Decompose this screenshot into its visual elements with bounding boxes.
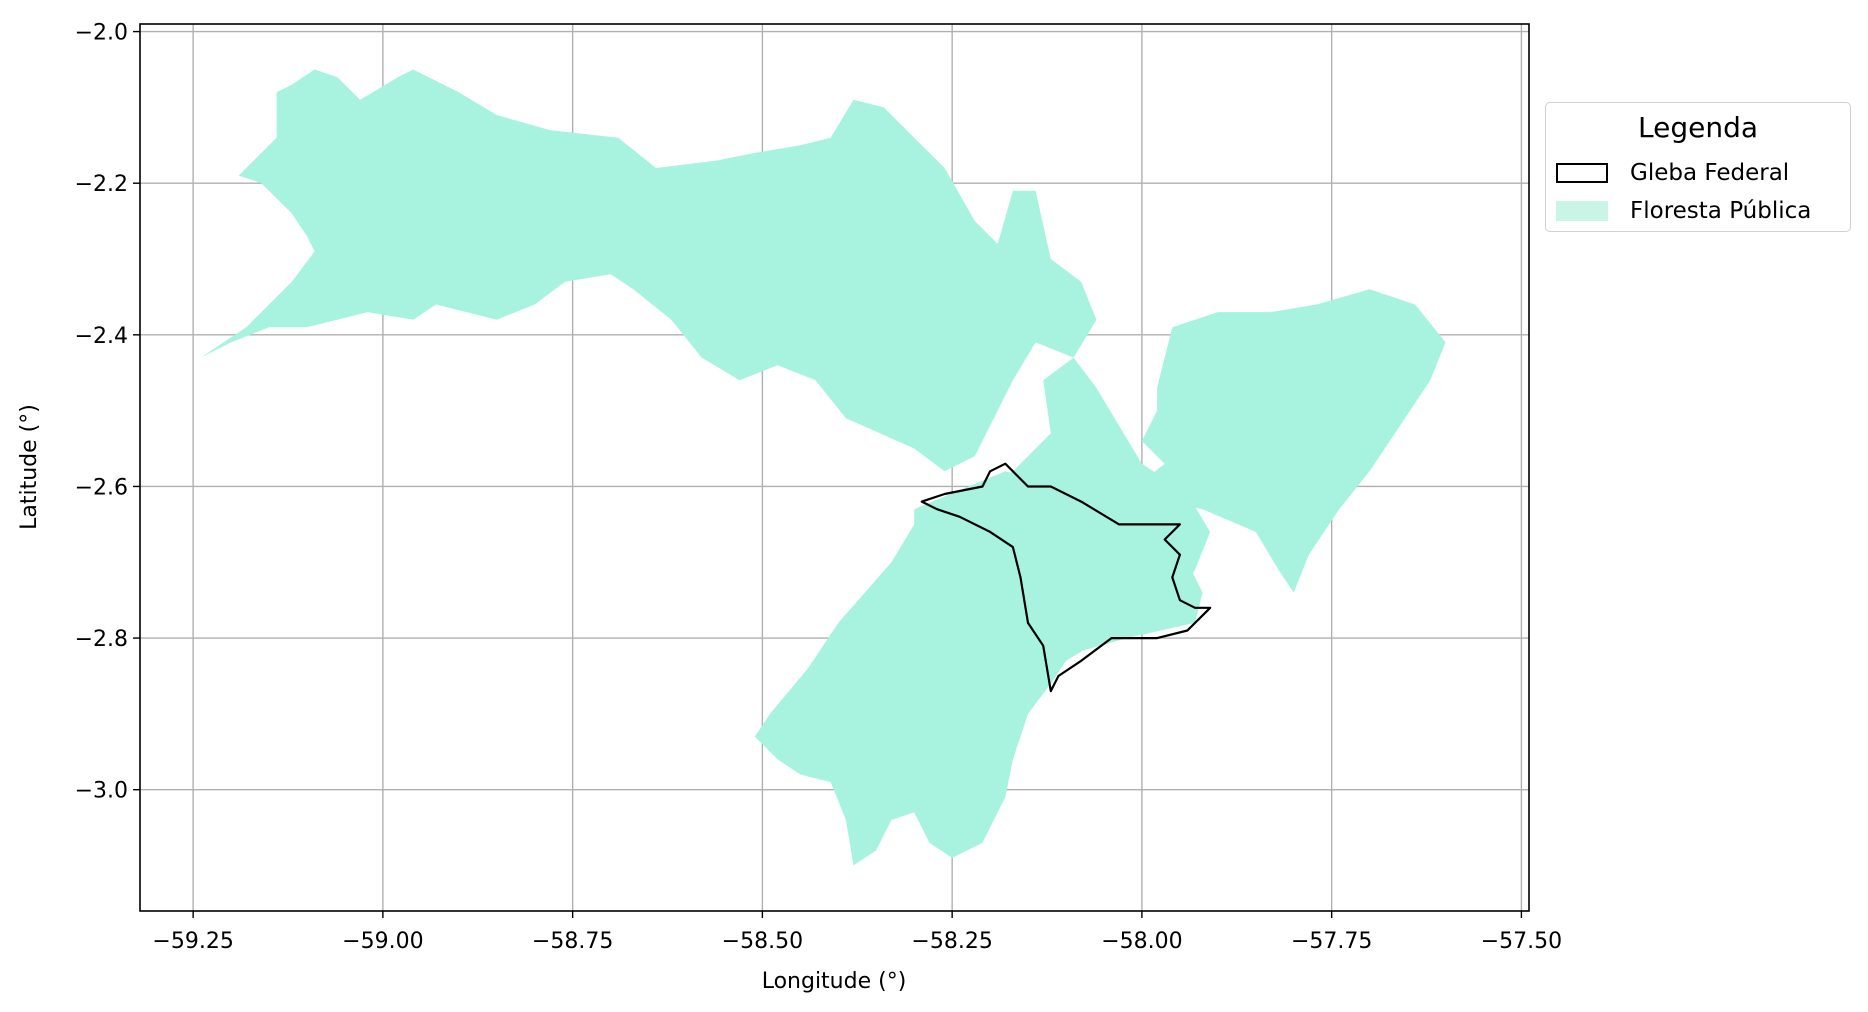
map-layers [200,69,1446,866]
y-axis-label: Latitude (°) [17,404,42,530]
legend-label: Gleba Federal [1630,160,1790,186]
y-tick-label: −2.0 [75,21,128,46]
y-tick-label: −2.8 [75,627,128,652]
x-tick-label: −58.75 [532,929,613,954]
y-tick-label: −3.0 [75,779,128,804]
legend-title: Legenda [1637,111,1758,144]
y-tick-label: −2.6 [75,475,128,500]
gleba-federal-outline [920,462,1212,693]
legend: Legenda Gleba Federal Floresta Pública [1545,102,1851,232]
floresta-publica-polygon [914,471,1203,851]
plot-frame [139,23,1530,912]
x-tick-label: −57.50 [1481,929,1562,954]
x-axis: −59.25 −59.00 −58.75 −58.50 −58.25 −58.00 −57.… [152,911,1562,954]
legend-item-floresta-publica: Floresta Pública [1556,197,1811,225]
legend-swatch-fill [1556,201,1608,221]
legend-item-gleba-federal: Gleba Federal [1556,159,1789,187]
legend-label: Floresta Pública [1630,198,1812,224]
y-tick-label: −2.4 [75,324,128,349]
floresta-publica-polygon [200,69,1211,866]
floresta-publica-polygon [1126,289,1446,593]
legend-swatch-outline [1556,163,1608,183]
x-tick-label: −59.00 [342,929,423,954]
x-tick-label: −57.75 [1291,929,1372,954]
x-tick-label: −58.50 [722,929,803,954]
y-axis: −2.0 −2.2 −2.4 −2.6 −2.8 −3.0 [75,21,140,804]
y-tick-label: −2.2 [75,172,128,197]
x-axis-label: Longitude (°) [762,969,907,994]
x-tick-label: −58.25 [911,929,992,954]
x-tick-label: −58.00 [1101,929,1182,954]
x-tick-label: −59.25 [152,929,233,954]
